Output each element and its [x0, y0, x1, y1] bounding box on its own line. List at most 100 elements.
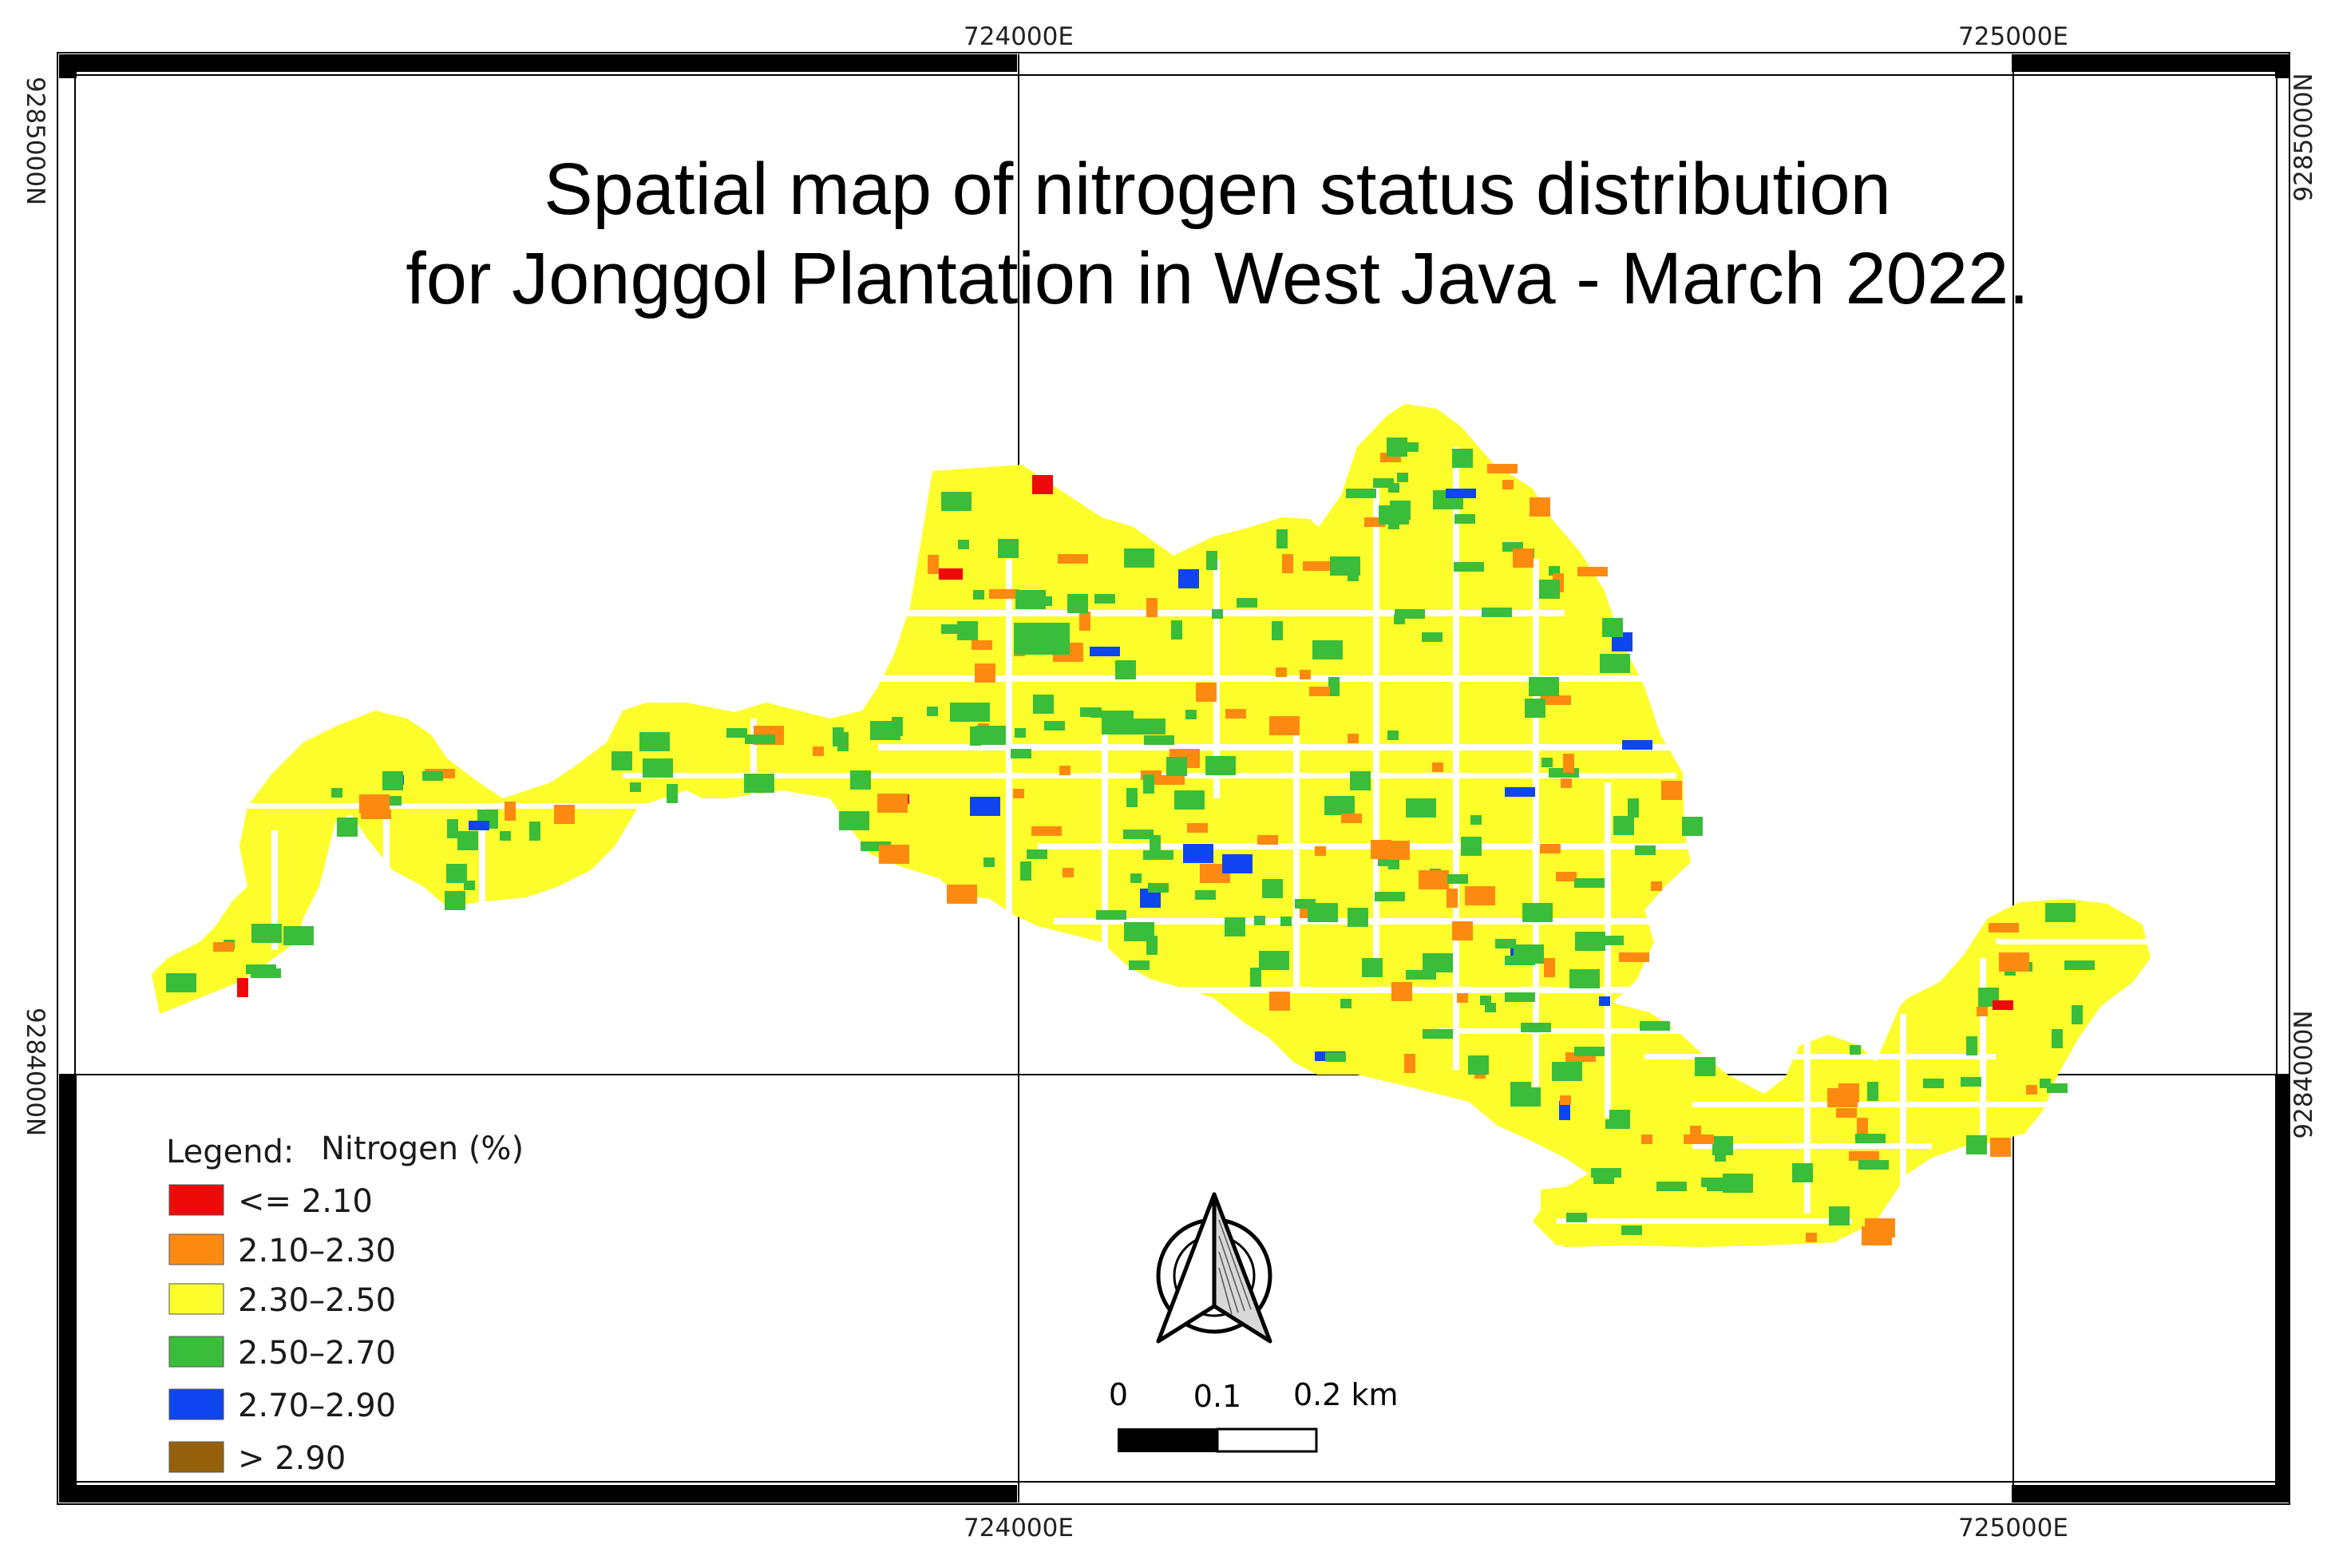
nitrogen-cell: [2026, 1085, 2037, 1095]
nitrogen-cell: [1300, 670, 1311, 679]
nitrogen-cell: [446, 864, 467, 883]
nitrogen-cell: [972, 640, 992, 650]
nitrogen-cell: [837, 732, 849, 751]
nitrogen-cell: [989, 589, 1019, 599]
nitrogen-raster: [152, 404, 2151, 1247]
legend-swatch-1: [168, 1233, 224, 1265]
nitrogen-cell: [359, 794, 390, 814]
nitrogen-cell: [1561, 778, 1572, 788]
frame-bars: [59, 54, 2289, 1503]
nitrogen-cell: [639, 732, 670, 751]
plantation-area-1: [1541, 1174, 1860, 1247]
legend-swatch-2: [168, 1283, 224, 1315]
legend-label-1: 2.10–2.30: [238, 1233, 396, 1269]
nitrogen-cell: [1446, 889, 1458, 908]
nitrogen-cell: [1348, 734, 1359, 743]
road-gap: [1980, 958, 1986, 1150]
nitrogen-cell: [1324, 796, 1355, 815]
nitrogen-cell: [1328, 677, 1340, 696]
nitrogen-cell: [1067, 594, 1088, 613]
legend-label-5: > 2.90: [238, 1440, 346, 1477]
nitrogen-cell: [1250, 968, 1261, 987]
nitrogen-cell: [1143, 774, 1154, 794]
plantation-area-0: [152, 404, 2151, 1245]
nitrogen-cell: [1013, 789, 1024, 798]
nitrogen-cell: [958, 540, 969, 549]
nitrogen-cell: [1237, 598, 1257, 608]
road-gap: [878, 675, 1644, 682]
nitrogen-cell: [1855, 1134, 1886, 1143]
nitrogen-cell: [1269, 992, 1290, 1011]
nitrogen-cell: [1350, 771, 1371, 790]
nitrogen-cell: [505, 802, 516, 821]
nitrogen-cell: [1129, 960, 1150, 970]
nitrogen-cell: [1701, 1178, 1731, 1187]
nitrogen-cell: [1602, 618, 1623, 637]
road-gap: [1900, 1014, 1906, 1222]
scale-segment-white: [1216, 1427, 1318, 1453]
nitrogen-cell: [927, 707, 938, 716]
nitrogen-cell: [1375, 892, 1405, 901]
nitrogen-cell: [1661, 781, 1682, 800]
nitrogen-cell: [1682, 817, 1703, 836]
nitrogen-cell: [1806, 1233, 1817, 1242]
nitrogen-cell: [1628, 798, 1639, 818]
nitrogen-cell: [1470, 815, 1482, 825]
nitrogen-cell: [1206, 551, 1217, 570]
nitrogen-cell: [337, 818, 358, 837]
nitrogen-cell: [928, 555, 939, 574]
nitrogen-cell: [1063, 868, 1074, 877]
nitrogen-cell: [1222, 854, 1253, 873]
nitrogen-cell: [1591, 1168, 1621, 1178]
road-gap: [239, 803, 687, 809]
road-gap: [1804, 1038, 1811, 1214]
nitrogen-cell: [1079, 612, 1090, 631]
nitrogen-cell: [1254, 916, 1265, 925]
nitrogen-cell: [1312, 640, 1343, 659]
northing-label-right-9285000: 9285000N: [2289, 73, 2318, 201]
nitrogen-cell: [1482, 608, 1512, 617]
road-gap: [1437, 1028, 1700, 1034]
nitrogen-cell: [879, 845, 909, 864]
road-gap: [1038, 843, 1692, 849]
nitrogen-cell: [950, 703, 990, 722]
nitrogen-cell: [1225, 917, 1245, 936]
nitrogen-cell: [1849, 1151, 1879, 1161]
nitrogen-cell: [1454, 514, 1475, 524]
nitrogen-cell: [1468, 1055, 1489, 1075]
nitrogen-cell: [283, 926, 314, 945]
nitrogen-cell: [1850, 1045, 1861, 1055]
road-gap: [1213, 559, 1220, 798]
nitrogen-cell: [1389, 841, 1410, 860]
easting-label-bottom-724000: 724000E: [964, 1514, 1074, 1542]
nitrogen-cell: [1126, 788, 1138, 807]
nitrogen-cell: [1530, 497, 1550, 517]
nitrogen-cell: [1577, 567, 1608, 576]
nitrogen-cell: [1387, 438, 1407, 457]
nitrogen-cell: [1257, 835, 1278, 845]
nitrogen-cell: [2072, 1005, 2083, 1024]
nitrogen-cell: [1452, 449, 1473, 468]
nitrogen-cell: [1212, 609, 1223, 619]
nitrogen-cell: [1259, 951, 1289, 970]
nitrogen-cell: [1525, 699, 1545, 718]
nitrogen-cell: [1966, 1135, 1987, 1154]
nitrogen-cell: [1115, 660, 1136, 679]
nitrogen-cell: [1185, 710, 1197, 719]
nitrogen-cell: [1622, 740, 1652, 750]
nitrogen-cell: [1303, 561, 1333, 571]
nitrogen-cell: [2047, 1083, 2068, 1093]
nitrogen-cell: [970, 797, 1000, 816]
nitrogen-cell: [1563, 754, 1574, 773]
legend: Legend: Nitrogen (%) <= 2.10 2.10–2.30 2.3…: [166, 1130, 524, 1477]
map-title-line2: for Jonggol Plantation in West Java - Ma…: [406, 238, 2029, 319]
nitrogen-cell: [529, 822, 540, 841]
road-gap: [1644, 1054, 1996, 1059]
nitrogen-cell: [726, 728, 747, 738]
nitrogen-cell: [1556, 872, 1577, 881]
legend-swatch-5: [168, 1441, 224, 1473]
nitrogen-cell: [1325, 1052, 1346, 1062]
nitrogen-cell: [1346, 489, 1376, 498]
road-gap: [1453, 447, 1459, 1070]
nitrogen-cell: [1308, 903, 1338, 922]
